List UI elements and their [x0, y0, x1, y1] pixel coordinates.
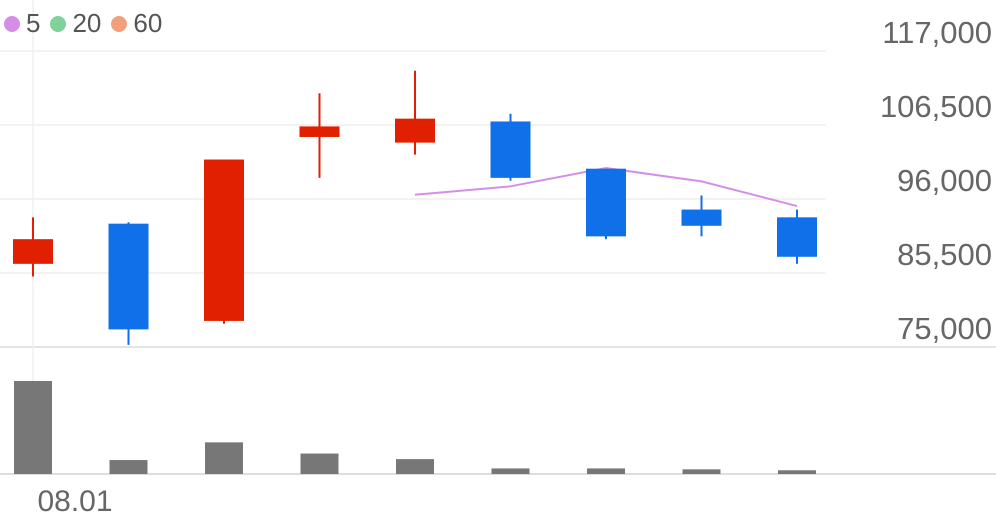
- candle-body: [586, 168, 626, 237]
- moving-average-lines: [414, 166, 798, 208]
- volume-bar: [682, 469, 721, 474]
- candle-body: [204, 159, 244, 321]
- volume-bar: [300, 453, 339, 474]
- volume-bar: [396, 459, 434, 474]
- legend-item-ma5: 5: [4, 8, 40, 39]
- ma5-line: [414, 166, 798, 208]
- legend-dot-ma20: [50, 15, 67, 32]
- candle-body: [681, 209, 722, 226]
- legend-dot-ma60: [111, 15, 128, 32]
- volume-bar: [109, 460, 148, 474]
- volume-bar: [587, 468, 625, 474]
- volume-bar: [205, 442, 243, 474]
- legend-label-ma20: 20: [72, 8, 102, 38]
- legend-item-ma20: 20: [50, 8, 101, 39]
- candle-body: [299, 126, 340, 137]
- candle-body: [13, 239, 53, 264]
- volume-bar: [778, 470, 816, 474]
- legend-label-ma5: 5: [26, 8, 41, 38]
- volume-bar: [491, 468, 530, 474]
- price-tick-label: 96,000: [897, 163, 992, 198]
- price-tick-label: 75,000: [897, 311, 992, 346]
- candlesticks: [13, 70, 817, 345]
- legend-dot-ma5: [4, 15, 20, 32]
- legend-item-ma60: 60: [111, 8, 162, 39]
- candle-body: [490, 121, 531, 178]
- legend-label-ma60: 60: [133, 8, 163, 38]
- price-tick-label: 85,500: [897, 237, 992, 272]
- candle-body: [395, 118, 435, 143]
- date-axis: 08.01: [37, 485, 112, 518]
- date-tick-label: 08.01: [37, 485, 112, 518]
- price-axis: 117,000 106,500 96,000 85,500 75,000: [880, 15, 992, 346]
- price-tick-label: 106,500: [880, 89, 992, 124]
- price-tick-label: 117,000: [882, 15, 992, 50]
- volume-bar: [14, 381, 52, 474]
- candle-body: [777, 217, 817, 257]
- candle-body: [108, 223, 149, 330]
- grid-lines: [0, 0, 996, 475]
- volume-bars: [14, 381, 816, 474]
- moving-average-legend: 5 20 60: [4, 8, 172, 39]
